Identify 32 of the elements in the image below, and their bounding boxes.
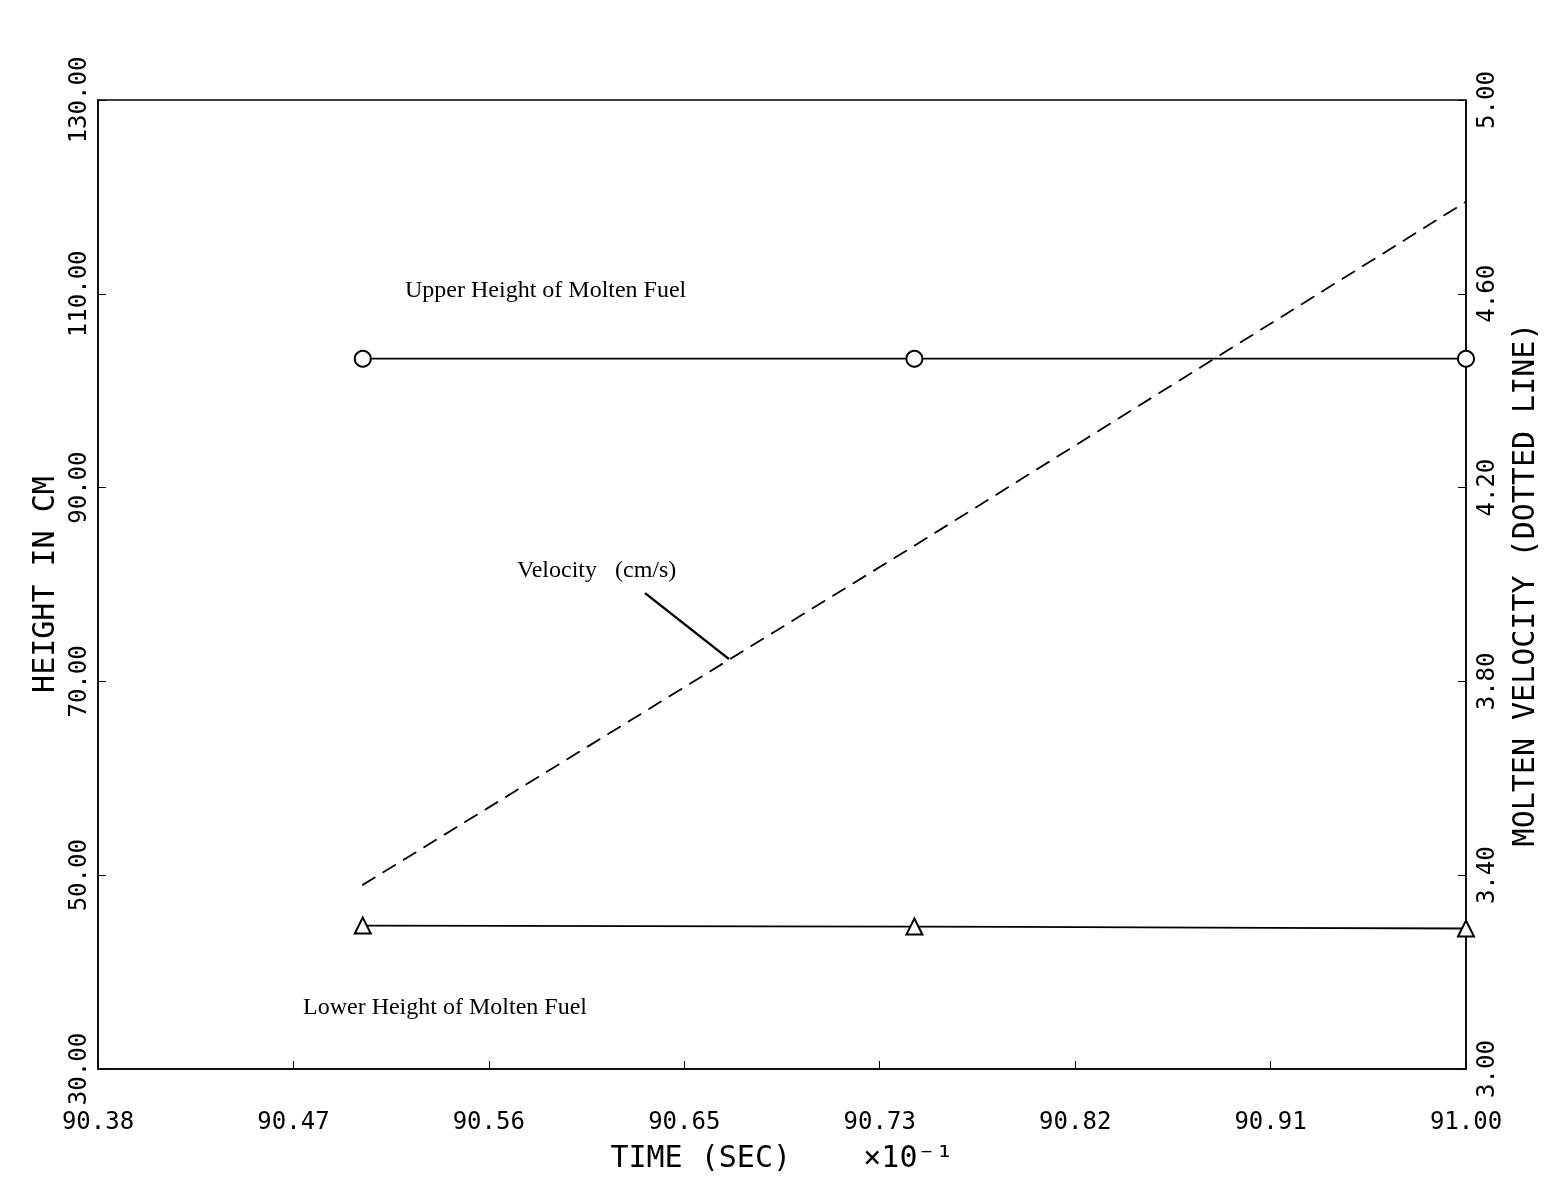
y2-tick-label: 3.00 [1472, 1040, 1500, 1098]
point [1457, 919, 1475, 938]
annotation: Upper Height of Molten Fuel [405, 276, 687, 302]
x-tick-label: 90.91 [1234, 1107, 1307, 1135]
x-tick-label: 90.82 [1039, 1107, 1112, 1135]
annotation: Velocity (cm/s) [517, 556, 677, 583]
y-tick-label: 50.00 [64, 839, 92, 912]
x-tick-label: 90.38 [61, 1107, 135, 1135]
x-tick-label: 90.73 [843, 1107, 916, 1135]
x-tick-label: 91.00 [1429, 1107, 1503, 1135]
point [353, 349, 372, 368]
y-tick-label: 30.00 [64, 1032, 92, 1106]
y-tick-label: 90.00 [64, 451, 92, 524]
y2-tick-label: 3.80 [1472, 652, 1500, 711]
y-tick-label: 130.00 [64, 56, 92, 144]
point [1457, 349, 1475, 368]
point [905, 917, 924, 936]
y-tick-label: 70.00 [64, 645, 92, 718]
x-tick-label: 90.47 [257, 1107, 330, 1135]
point [905, 349, 924, 368]
x-axis-title: TIME (SEC) ×10⁻¹ [610, 1138, 954, 1174]
y-tick-label: 110.00 [64, 250, 92, 338]
y2-tick-label: 3.40 [1472, 846, 1500, 905]
point [353, 916, 372, 935]
y2-axis-title: MOLTEN VELOCITY (DOTTED LINE) [1505, 322, 1541, 847]
y-axis-title: HEIGHT IN CM [25, 476, 61, 693]
x-tick-label: 90.65 [648, 1107, 721, 1135]
annotation: Lower Height of Molten Fuel [303, 993, 588, 1019]
y2-tick-label: 5.00 [1472, 71, 1500, 129]
y2-tick-label: 4.20 [1472, 458, 1500, 517]
x-tick-label: 90.56 [452, 1107, 525, 1135]
y2-tick-label: 4.60 [1472, 264, 1500, 323]
